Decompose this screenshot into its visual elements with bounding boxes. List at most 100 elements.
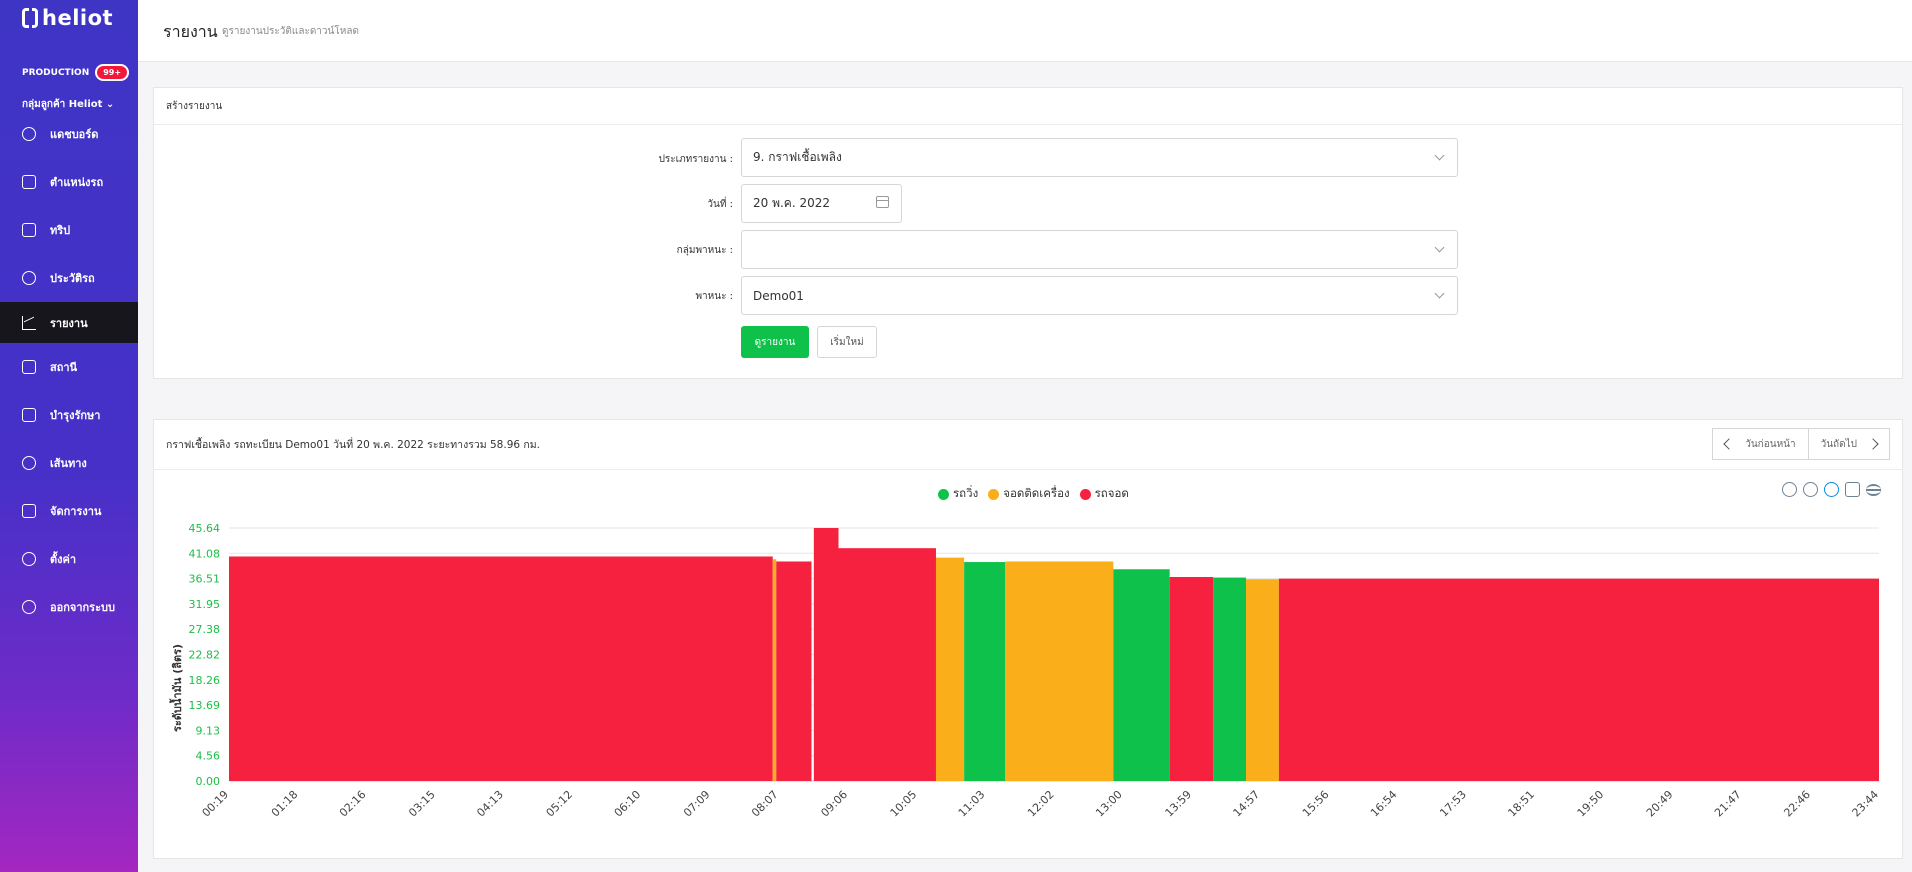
notification-badge[interactable]: 99+: [95, 64, 130, 81]
legend-label: รถจอด: [1094, 486, 1129, 500]
gear-icon: [22, 552, 36, 566]
x-tick-label: 06:10: [612, 788, 644, 820]
x-tick-label: 03:15: [406, 788, 438, 820]
vehicle-select[interactable]: Demo01: [741, 276, 1458, 315]
form-card-title: สร้างรายงาน: [154, 88, 1902, 125]
task-icon: [22, 504, 36, 518]
y-tick-label: 18.26: [189, 674, 221, 687]
sidebar-item-dashboard[interactable]: แดชบอร์ด: [0, 110, 138, 158]
logo-text: heliot: [42, 6, 114, 30]
environment-label: PRODUCTION 99+: [22, 64, 130, 81]
legend-dot: [988, 488, 1000, 500]
chart-legend: รถวิ่ง จอดติดเครื่อง รถจอด: [938, 485, 1129, 503]
env-text: PRODUCTION: [22, 67, 90, 78]
next-day-label: วันถัดไป: [1820, 438, 1857, 450]
location-icon: [22, 175, 36, 189]
sidebar-item-label: ออกจากระบบ: [50, 601, 115, 614]
route-icon: [22, 456, 36, 470]
x-tick-label: 12:02: [1025, 788, 1057, 820]
report-type-value: 9. กราฟเชื้อเพลิง: [753, 150, 842, 164]
x-tick-label: 21:47: [1712, 788, 1744, 820]
legend-item-moving[interactable]: รถวิ่ง: [938, 485, 978, 503]
fuel-segment: [229, 556, 773, 781]
x-tick-label: 07:09: [681, 788, 713, 820]
x-tick-label: 18:51: [1505, 788, 1537, 820]
fuel-segment: [1005, 561, 1114, 781]
x-tick-label: 02:16: [337, 788, 369, 820]
fuel-segment: [935, 557, 965, 781]
x-tick-label: 13:00: [1093, 788, 1125, 820]
legend-dot: [938, 488, 949, 500]
sidebar-item-route[interactable]: เส้นทาง: [0, 439, 138, 487]
reset-button[interactable]: เริ่มใหม่: [817, 326, 877, 358]
page-header: รายงาน ดูรายงานประวัติและดาวน์โหลด: [138, 0, 1912, 62]
zoom-in-icon[interactable]: [1782, 482, 1797, 497]
y-tick-label: 36.51: [189, 573, 221, 586]
next-day-button[interactable]: วันถัดไป: [1808, 428, 1890, 460]
x-tick-label: 20:49: [1644, 788, 1676, 820]
x-tick-label: 01:18: [269, 788, 301, 820]
legend-item-parked[interactable]: รถจอด: [1079, 485, 1129, 503]
info-icon: [22, 127, 36, 141]
customer-group-select[interactable]: กลุ่มลูกค้า Heliot ⌄: [22, 97, 114, 112]
sidebar-item-label: ทริป: [50, 224, 71, 237]
chart-icon: [22, 315, 36, 330]
sidebar-item-history[interactable]: ประวัติรถ: [0, 254, 138, 302]
sidebar-item-report[interactable]: รายงาน: [0, 302, 138, 343]
fuel-segment: [1113, 569, 1170, 781]
y-tick-label: 13.69: [189, 699, 221, 712]
prev-day-button[interactable]: วันก่อนหน้า: [1712, 428, 1809, 460]
sidebar-item-label: ตำแหน่งรถ: [50, 176, 104, 189]
zoom-out-icon[interactable]: [1803, 482, 1818, 497]
sidebar: heliot PRODUCTION 99+ กลุ่มลูกค้า Heliot…: [0, 0, 138, 872]
x-tick-label: 13:59: [1163, 788, 1195, 820]
x-tick-label: 14:57: [1231, 788, 1263, 820]
selection-zoom-icon[interactable]: [1824, 482, 1839, 497]
vehicle-group-label: กลุ่มพาหนะ :: [676, 245, 733, 256]
y-tick-label: 4.56: [196, 750, 221, 763]
legend-label: รถวิ่ง: [953, 486, 979, 500]
x-tick-label: 09:06: [818, 788, 850, 820]
logo-icon: [22, 8, 38, 28]
sidebar-item-logout[interactable]: ออกจากระบบ: [0, 583, 138, 631]
fuel-segment: [776, 561, 812, 781]
page-title: รายงาน: [163, 22, 218, 41]
report-type-select[interactable]: 9. กราฟเชื้อเพลิง: [741, 138, 1458, 177]
y-tick-label: 45.64: [189, 522, 221, 535]
legend-dot: [1079, 488, 1091, 500]
vehicle-group-select[interactable]: [741, 230, 1458, 269]
fuel-segment: [772, 559, 777, 781]
prev-day-label: วันก่อนหน้า: [1745, 438, 1796, 450]
sidebar-nav: แดชบอร์ด ตำแหน่งรถ ทริป ประวัติรถ รายงาน…: [0, 110, 138, 631]
pan-hand-icon[interactable]: [1845, 482, 1860, 497]
sidebar-item-task[interactable]: จัดการงาน: [0, 487, 138, 535]
sidebar-item-label: บำรุงรักษา: [50, 409, 101, 422]
x-tick-label: 05:12: [544, 788, 576, 820]
fuel-segment: [1278, 578, 1879, 781]
vehicle-label: พาหนะ :: [695, 291, 733, 302]
station-icon: [22, 360, 36, 374]
sidebar-item-label: เส้นทาง: [50, 457, 87, 470]
sidebar-item-settings[interactable]: ตั้งค่า: [0, 535, 138, 583]
menu-icon[interactable]: [1866, 484, 1881, 496]
date-picker[interactable]: 20 พ.ค. 2022: [741, 184, 902, 223]
view-report-button[interactable]: ดูรายงาน: [741, 326, 809, 358]
chart-toolbar: [1782, 482, 1881, 497]
legend-item-idle[interactable]: จอดติดเครื่อง: [988, 485, 1070, 503]
x-tick-label: 15:56: [1300, 788, 1332, 820]
date-value: 20 พ.ค. 2022: [753, 196, 831, 210]
sidebar-item-label: รายงาน: [50, 316, 88, 330]
chevron-down-icon: ⌄: [105, 99, 115, 110]
sidebar-item-trip[interactable]: ทริป: [0, 206, 138, 254]
sidebar-item-station[interactable]: สถานี: [0, 343, 138, 391]
x-tick-label: 00:19: [200, 788, 232, 820]
fuel-segment: [838, 548, 936, 781]
brand-logo[interactable]: heliot: [22, 6, 113, 30]
sidebar-item-maintenance[interactable]: บำรุงรักษา: [0, 391, 138, 439]
y-tick-label: 27.38: [189, 623, 221, 636]
fuel-segment: [1213, 577, 1247, 781]
y-tick-label: 22.82: [189, 649, 221, 662]
legend-label: จอดติดเครื่อง: [1003, 486, 1070, 500]
y-axis: 0.00 4.56 9.13 13.69 18.26 22.82 27.38 31.95 36.…: [189, 522, 221, 788]
sidebar-item-location[interactable]: ตำแหน่งรถ: [0, 158, 138, 206]
